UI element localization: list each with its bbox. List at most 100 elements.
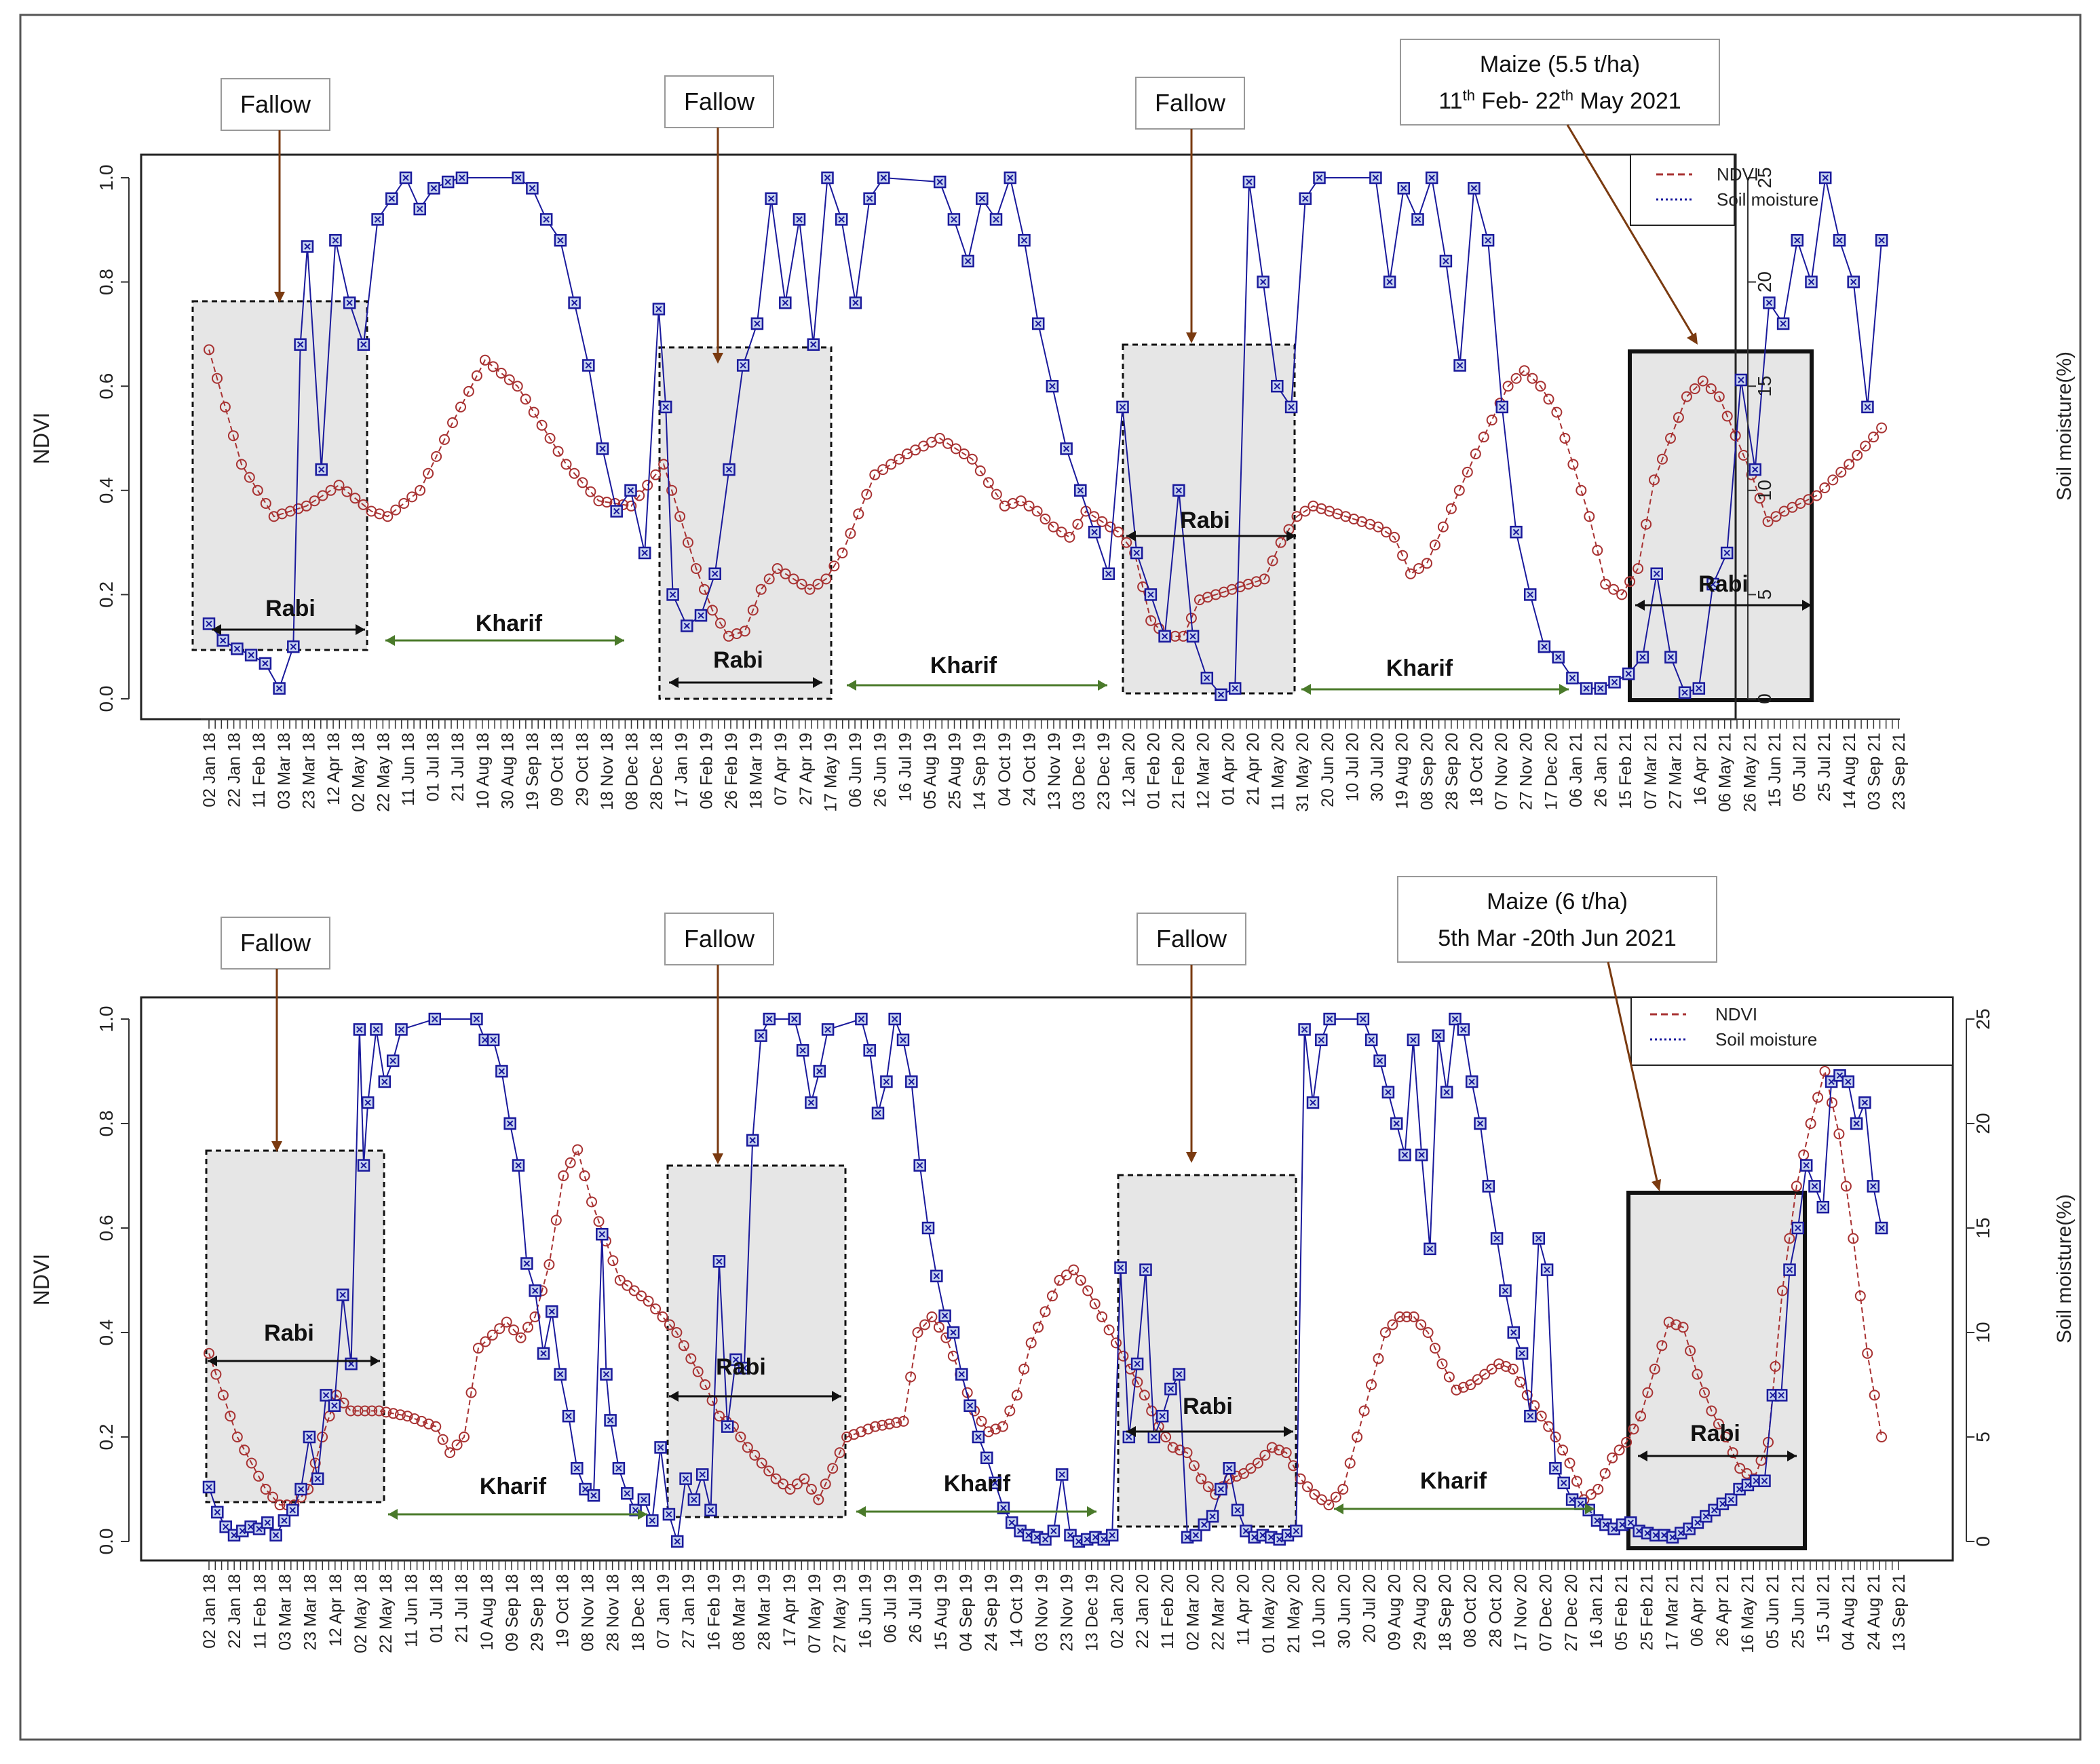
top-ndvi-point-167	[1559, 433, 1571, 444]
top-ndvi-point-202	[1844, 459, 1855, 470]
top-soil-point-35	[708, 567, 721, 580]
top-ndvi-point-113	[1121, 537, 1132, 548]
bottom-ndvi-point-147	[1245, 1463, 1257, 1474]
top-ndvi-point-83	[877, 464, 889, 476]
top-xtick-55: 06 Jan 21	[1567, 733, 1586, 807]
bottom-ndvi-point-178	[1465, 1379, 1476, 1390]
top-ytick-left-2: 0.4	[96, 477, 117, 503]
top-ytick-right-3: 15	[1754, 376, 1775, 397]
bottom-ndvi-point-201	[1628, 1423, 1639, 1435]
bottom-ndvi-point-99	[905, 1371, 917, 1383]
b-rabi-box-2	[666, 1164, 847, 1518]
top-xtick-32: 04 Oct 19	[995, 733, 1014, 806]
bottom-soil-point-32	[520, 1257, 533, 1270]
b-rabi-2: Rabi	[716, 1354, 766, 1380]
bottom-ndvi-point-153	[1288, 1460, 1299, 1472]
bottom-ndvi-point-150	[1266, 1442, 1278, 1453]
top-xtick-62: 26 May 21	[1740, 733, 1759, 812]
top-soil-point-108	[1818, 171, 1832, 185]
bottom-xtick-59: 06 Apr 21	[1688, 1574, 1707, 1647]
top-soil-point-41	[793, 213, 806, 226]
top-ndvi-point-55	[650, 469, 662, 480]
top-ndvi-point-144	[1373, 521, 1384, 533]
top-soil-point-29	[638, 546, 651, 560]
bottom-ndvi-point-209	[1685, 1345, 1696, 1356]
bottom-xtick-11: 10 Aug 18	[478, 1574, 497, 1651]
bottom-soil-point-67	[821, 1023, 835, 1036]
bottom-xtick-32: 14 Oct 19	[1007, 1574, 1026, 1647]
bottom-ndvi-point-43	[508, 1324, 520, 1336]
top-soil-point-96	[1650, 567, 1663, 580]
bottom-soil-point-144	[1515, 1347, 1529, 1360]
top-ndvi-point-14	[317, 490, 328, 501]
top-ndvi-point-45	[569, 467, 580, 479]
b-kharif-1: Kharif	[480, 1474, 547, 1499]
bottom-xtick-61: 16 May 21	[1738, 1574, 1757, 1653]
top-soil-point-45	[849, 296, 862, 309]
bottom-ndvi-point-205	[1656, 1340, 1668, 1351]
bottom-ndvi-line	[208, 1071, 1883, 1506]
top-soil-point-55	[1031, 317, 1045, 330]
top-xtick-5: 12 Apr 18	[324, 733, 343, 805]
bottom-soil-point-23	[386, 1054, 400, 1067]
bottom-ndvi-point-202	[1635, 1411, 1646, 1422]
top-ndvi-point-151	[1429, 539, 1440, 551]
top-soil-point-8	[301, 240, 314, 253]
bottom-ndvi-point-24	[373, 1405, 385, 1417]
top-ndvi-point-150	[1421, 558, 1432, 569]
top-soil-point-67	[1200, 672, 1214, 685]
bottom-ndvi-point-98	[898, 1415, 909, 1427]
bottom-ndvi-point-204	[1649, 1363, 1660, 1375]
bottom-ndvi-point-0	[204, 1347, 214, 1359]
bottom-soil-point-30	[503, 1117, 516, 1130]
bottom-xtick-9: 01 Jul 18	[427, 1574, 446, 1643]
bottom-soil-point-7	[261, 1516, 274, 1529]
bottom-ytick-left-3: 0.6	[96, 1215, 117, 1242]
bottom-ndvi-point-26	[387, 1408, 399, 1419]
top-soil-point-111	[1861, 400, 1874, 414]
bottom-ndvi-point-213	[1713, 1418, 1724, 1430]
top-ndvi-point-57	[666, 484, 678, 496]
top-soil-point-31	[659, 400, 672, 414]
bottom-ndvi-point-210	[1692, 1368, 1703, 1380]
top-ndvi-point-52	[626, 500, 637, 512]
bottom-ndvi-point-89	[834, 1447, 845, 1459]
top-xtick-26: 06 Jun 19	[846, 733, 865, 807]
bottom-ndvi-point-68	[685, 1353, 697, 1364]
top-xtick-51: 18 Oct 20	[1468, 733, 1487, 806]
top-ndvi-point-6	[252, 484, 263, 496]
top-xtick-10: 21 Jul 18	[448, 733, 467, 801]
top-soil-point-32	[666, 588, 679, 601]
top-soil-point-73	[1284, 400, 1298, 414]
bottom-ndvi-point-109	[976, 1415, 987, 1427]
top-xtick-52: 07 Nov 20	[1492, 733, 1511, 810]
top-xtick-20: 06 Feb 19	[697, 733, 716, 809]
bottom-ndvi-point-91	[848, 1429, 860, 1440]
bottom-soil-point-46	[629, 1503, 642, 1517]
top-ndvi-point-101	[1023, 500, 1035, 512]
bottom-xtick-41: 11 Apr 20	[1234, 1574, 1253, 1645]
top-soil-point-110	[1847, 275, 1860, 288]
top-ndvi-line	[208, 349, 1882, 638]
bottom-xtick-17: 18 Dec 18	[629, 1574, 648, 1651]
bottom-ndvi-point-181	[1486, 1363, 1497, 1375]
bottom-ndvi-point-52	[572, 1144, 584, 1155]
bottom-ndvi-point-160	[1337, 1484, 1349, 1495]
bottom-ndvi-point-207	[1671, 1319, 1682, 1330]
bottom-soil-point-140	[1482, 1180, 1495, 1193]
bottom-ndvi-point-229	[1827, 1097, 1837, 1109]
top-ndvi-point-92	[950, 443, 961, 455]
bottom-soil-point-18	[353, 1023, 366, 1036]
b-fallow-2: Fallow	[684, 925, 755, 953]
bottom-soil-point-74	[905, 1075, 918, 1088]
bottom-ndvi-point-45	[522, 1322, 533, 1333]
bottom-ndvi-point-121	[1061, 1269, 1072, 1281]
top-ndvi-point-58	[674, 511, 686, 522]
top-ndvi-point-85	[894, 453, 905, 465]
bottom-xtick-26: 16 Jun 19	[856, 1574, 875, 1649]
bottom-legend-ndvi: NDVI	[1715, 1004, 1757, 1024]
bottom-right-axis: 0 5 10 15 20 25	[1966, 1008, 1993, 1547]
bottom-xtick-15: 08 Nov 18	[578, 1574, 597, 1651]
top-soil-point-106	[1791, 233, 1804, 247]
